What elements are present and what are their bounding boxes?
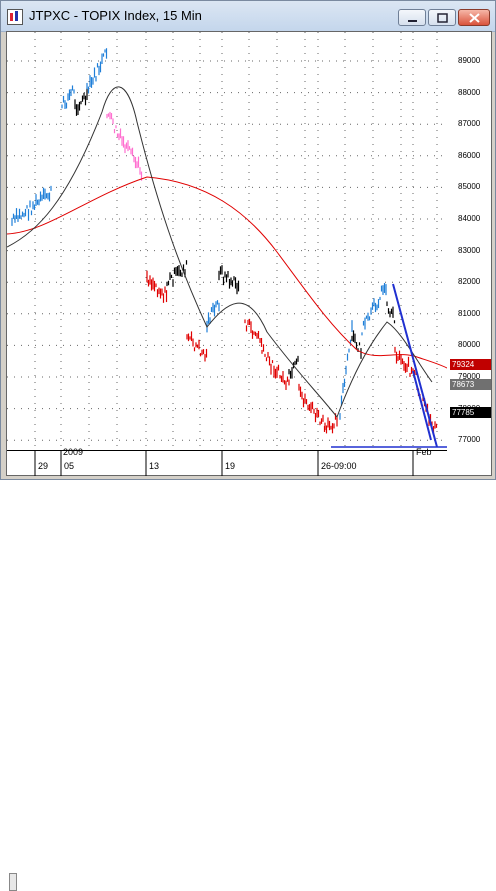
maximize-icon: [437, 13, 448, 23]
time-label: 13: [149, 461, 160, 471]
price-axis-label: 89000: [458, 56, 481, 65]
scroll-handle[interactable]: [9, 873, 17, 891]
chart-area[interactable]: 89000 88000 87000 86000 85000 84000 83000 82000…: [6, 31, 492, 891]
price-axis-label: 87000: [458, 119, 481, 129]
time-label: 19: [225, 461, 236, 471]
trendlines: [331, 283, 447, 448]
minimize-icon: [408, 20, 417, 22]
time-axis: 2009 29 05 13 19 26-09:00 Feb: [7, 447, 447, 891]
close-button[interactable]: [458, 9, 490, 26]
moving-average-slow: [7, 176, 447, 369]
time-label: Feb: [416, 447, 432, 457]
price-tag-ma-slow: 79324: [450, 359, 491, 370]
price-axis-label: 82000: [458, 277, 481, 287]
price-axis-label: 77000: [458, 435, 481, 445]
minimize-button[interactable]: [398, 9, 426, 26]
trendline-1: [392, 283, 438, 448]
price-tag-ma-fast: 78673: [450, 379, 491, 390]
title-bar: JTPXC - TOPIX Index, 15 Min: [1, 1, 495, 32]
close-icon: [469, 13, 480, 23]
price-axis-label: 86000: [458, 150, 481, 160]
time-label: 05: [64, 461, 75, 471]
trendline-2: [412, 370, 432, 441]
price-axis-label: 81000: [458, 308, 481, 318]
price-axis-label: 79000: [458, 372, 481, 381]
price-axis-label: 83000: [458, 245, 481, 255]
price-tag-last: 77785: [450, 407, 491, 418]
maximize-button[interactable]: [428, 9, 456, 26]
price-plot[interactable]: [7, 32, 447, 450]
grid-dots: [7, 32, 447, 450]
time-ticks: [34, 451, 414, 476]
moving-average-fast: [7, 86, 433, 418]
price-axis-label: 88000: [458, 87, 481, 97]
price-axis-label: 85000: [458, 182, 481, 192]
window-title: JTPXC - TOPIX Index, 15 Min: [29, 8, 202, 23]
time-label: 26-09:00: [321, 461, 357, 471]
chart-app-icon: [7, 9, 23, 25]
year-label: 2009: [63, 447, 84, 457]
price-axis-label: 84000: [458, 214, 481, 223]
price-axis-label: 80000: [458, 340, 481, 350]
time-label: 29: [38, 461, 49, 471]
